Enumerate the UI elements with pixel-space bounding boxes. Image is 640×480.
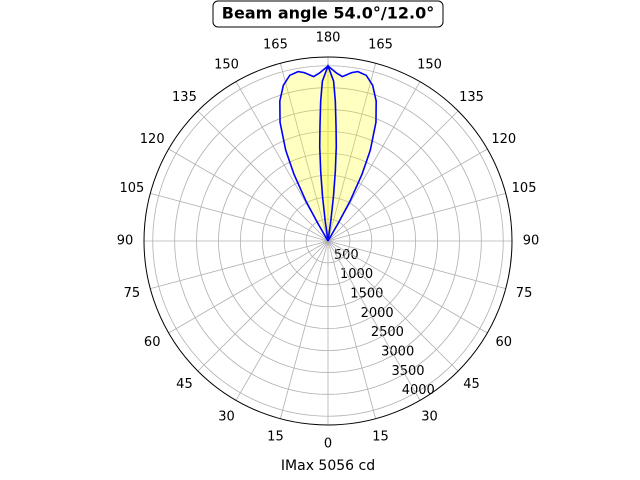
- theta-tick-label: 105: [120, 181, 145, 196]
- theta-tick-label: 135: [172, 90, 197, 105]
- grid-line: [327, 110, 459, 242]
- theta-tick-label: 90: [117, 234, 134, 249]
- theta-tick-label: 75: [124, 286, 141, 301]
- theta-tick-label: 135: [459, 90, 484, 105]
- grid-line: [150, 192, 329, 242]
- theta-tick-label: 15: [267, 430, 284, 445]
- theta-tick-label: 120: [491, 132, 516, 147]
- grid-line: [327, 148, 488, 242]
- grid-line: [279, 63, 329, 242]
- grid-line: [168, 240, 329, 334]
- grid-line: [197, 240, 329, 372]
- theta-tick-label: 165: [263, 37, 288, 52]
- grid-line: [327, 240, 377, 419]
- r-tick-label: 2000: [361, 306, 394, 321]
- theta-tick-label: 60: [496, 335, 513, 350]
- r-tick-label: 1500: [350, 287, 383, 302]
- beam-fill: [319, 65, 337, 241]
- r-tick-label: 4000: [402, 383, 435, 398]
- beam-line: [318, 63, 338, 242]
- theta-tick-label: 165: [368, 37, 393, 52]
- theta-tick-label: 150: [417, 58, 442, 73]
- theta-tick-label: 15: [372, 430, 389, 445]
- theta-tick-label: 30: [421, 409, 438, 424]
- grid-line: [327, 192, 506, 242]
- theta-tick-label: 90: [523, 234, 540, 249]
- grid-line: [327, 240, 459, 372]
- theta-tick-label: 180: [316, 31, 341, 46]
- grid-line: [327, 240, 506, 290]
- r-tick-label: 3000: [381, 345, 414, 360]
- grid-line: [327, 63, 377, 242]
- theta-tick-label: 150: [214, 58, 239, 73]
- theta-tick-label: 60: [144, 335, 161, 350]
- x-axis-label: IMax 5056 cd: [281, 458, 375, 474]
- theta-tick-label: 120: [140, 132, 165, 147]
- theta-tick-label: 105: [512, 181, 537, 196]
- grid-line: [168, 148, 329, 242]
- chart-title: Beam angle 54.0°/12.0°: [222, 4, 434, 23]
- grid-line: [279, 240, 329, 419]
- r-tick-label: 500: [334, 248, 359, 263]
- theta-tick-label: 0: [324, 437, 332, 452]
- grid-line: [235, 240, 329, 401]
- r-tick-label: 2500: [371, 325, 404, 340]
- r-tick-label: 1000: [340, 267, 373, 282]
- r-tick-label: 3500: [391, 364, 424, 379]
- beam-fill: [279, 65, 377, 241]
- theta-tick-label: 45: [176, 377, 193, 392]
- grid-line: [150, 240, 329, 290]
- marks-layer: [279, 63, 377, 242]
- theta-tick-label: 30: [218, 409, 235, 424]
- theta-tick-label: 45: [463, 377, 480, 392]
- grid-line: [327, 240, 421, 401]
- grid-layer: 500 1000 1500 2000 2500 3000 3500 4000 0 15 30 45 60…: [117, 31, 540, 452]
- grid-line: [197, 110, 329, 242]
- grid-line: [327, 240, 488, 334]
- outer-frame: [143, 56, 513, 426]
- title-box: [212, 0, 444, 28]
- theta-tick-label: 75: [516, 286, 533, 301]
